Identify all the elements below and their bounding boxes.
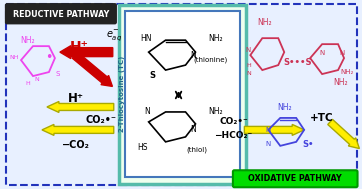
Text: +TC: +TC <box>310 113 334 123</box>
Text: N: N <box>144 108 150 116</box>
FancyArrow shape <box>60 46 113 59</box>
Text: CO₂•⁻: CO₂•⁻ <box>219 117 248 126</box>
Text: OXIDATIVE PATHWAY: OXIDATIVE PATHWAY <box>248 174 342 183</box>
Text: NH₂: NH₂ <box>277 103 291 112</box>
Bar <box>125 11 240 177</box>
Text: (thiol): (thiol) <box>186 147 207 153</box>
Text: NH₂: NH₂ <box>21 36 35 45</box>
Text: N: N <box>246 47 251 53</box>
Text: −HCO₂⁻: −HCO₂⁻ <box>214 131 253 140</box>
Text: S: S <box>56 71 60 77</box>
Text: CO₂•⁻: CO₂•⁻ <box>85 115 116 125</box>
Text: •: • <box>45 51 52 64</box>
Text: S: S <box>150 70 156 80</box>
FancyBboxPatch shape <box>233 170 358 187</box>
Text: H⁺: H⁺ <box>70 40 88 54</box>
Text: N: N <box>340 50 345 56</box>
Text: NH: NH <box>9 55 19 60</box>
Text: (thionine): (thionine) <box>193 57 228 63</box>
Text: H⁺: H⁺ <box>68 92 84 105</box>
Bar <box>119 5 247 184</box>
Text: H: H <box>26 81 30 86</box>
Text: NH₂: NH₂ <box>208 108 223 116</box>
Text: S•: S• <box>302 140 314 149</box>
Text: NH₂: NH₂ <box>208 34 223 43</box>
FancyArrow shape <box>244 124 304 135</box>
Text: −CO₂: −CO₂ <box>62 140 90 150</box>
Text: NH₂: NH₂ <box>333 77 348 87</box>
Text: N: N <box>266 141 271 147</box>
Text: NH₂: NH₂ <box>340 69 354 75</box>
Text: H: H <box>246 63 251 68</box>
Text: REDUCTIVE PATHWAY: REDUCTIVE PATHWAY <box>13 10 109 19</box>
FancyBboxPatch shape <box>5 4 116 24</box>
Text: N: N <box>320 50 325 56</box>
Text: NH₂: NH₂ <box>257 18 272 27</box>
Text: N: N <box>35 77 39 81</box>
FancyArrow shape <box>42 124 114 135</box>
Text: N: N <box>191 51 196 60</box>
Text: 2-Thiocytosine (TC): 2-Thiocytosine (TC) <box>119 56 125 132</box>
FancyArrow shape <box>72 52 113 86</box>
FancyArrow shape <box>47 101 114 112</box>
Text: S•••S: S•••S <box>283 58 311 67</box>
FancyArrow shape <box>328 119 359 149</box>
Text: N: N <box>246 70 251 76</box>
Text: N: N <box>266 127 271 133</box>
Text: HS: HS <box>138 143 148 152</box>
Text: HN: HN <box>140 34 151 43</box>
Text: N: N <box>191 125 196 134</box>
Text: $e_{aq}^{-}$: $e_{aq}^{-}$ <box>106 29 122 43</box>
